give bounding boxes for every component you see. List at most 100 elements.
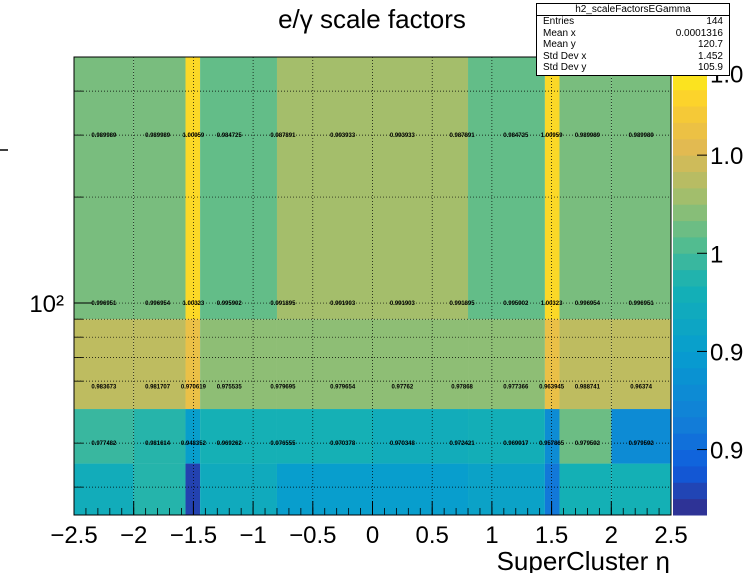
colorbar-segment [673,286,707,303]
heatmap-cell [559,57,612,320]
colorbar-segment [673,171,707,189]
colorbar-tick-label: 1.0 [710,143,743,170]
colorbar-tick-label: 0.9 [710,438,743,465]
heatmap-cell [544,319,560,410]
heatmap-cell [544,463,560,515]
cell-value-label: 0.970378 [330,441,356,447]
heatmap-cell [559,319,612,410]
stats-row-mean-x: Mean x 0.0001316 [543,27,723,39]
x-tick-label: −0.5 [289,522,336,549]
cell-value-label: 0.979592 [629,441,655,447]
cell-value-label: 0.989989 [91,133,117,139]
heatmap-cell [372,463,469,515]
x-tick-label: 1 [485,522,498,549]
stats-row-std-dev-y: Std Dev y 105.9 [543,62,723,73]
heatmap-cell [611,57,671,320]
heatmap-cell [468,57,545,320]
colorbar-segment [673,122,707,140]
colorbar-segment [673,465,707,483]
x-tick-label: 1.5 [535,522,568,549]
x-tick-label: 0 [366,522,379,549]
colorbar-segment [673,400,707,418]
heatmap-cells [74,57,671,515]
x-tick-label: −1.5 [170,522,217,549]
chart-title: e/γ scale factors [278,4,466,34]
cell-value-label: 0.976555 [270,441,296,447]
colorbar-segment [673,498,707,516]
cell-value-label: 0.97868 [451,384,473,390]
cell-value-label: 1.00959 [183,133,205,139]
heatmap-cell [133,319,186,410]
cell-value-label: 0.991903 [390,301,416,307]
colorbar-segment [673,433,707,451]
x-tick-label: 0.5 [416,522,449,549]
cell-value-label: 0.989989 [629,133,655,139]
cell-value-label: 0.991903 [330,301,356,307]
colorbar-segment [673,155,707,172]
colorbar-segment [673,253,707,271]
x-tick-label: −2 [120,522,147,549]
cell-value-label: 0.984725 [503,133,529,139]
heatmap-cell [200,409,277,464]
colorbar-segment [673,351,707,369]
cell-value-label: 0.984725 [217,133,243,139]
cell-value-label: 0.995902 [503,301,529,307]
cell-value-label: 1.00323 [541,301,563,307]
cell-value-label: 0.963945 [539,384,565,390]
cell-value-label: 0.979695 [270,384,296,390]
heatmap-cell [276,463,373,515]
heatmap-cell [559,463,612,515]
colorbar-segment [673,73,707,91]
colorbar-segment [673,384,707,401]
cell-value-label: 0.981614 [145,441,171,447]
cell-value-label: 0.948352 [181,441,207,447]
cell-value-label: 0.996954 [145,301,171,307]
cell-value-label: 1.00323 [183,301,205,307]
cell-value-label: 0.983673 [91,384,117,390]
cell-value-label: 0.975535 [217,384,243,390]
colorbar-segment [673,106,707,123]
cell-value-label: 0.991895 [450,301,476,307]
y-axis: 10² [29,90,92,488]
cell-value-label: 0.97762 [391,384,413,390]
cell-value-label: 0.957865 [539,441,565,447]
colorbar-tick-label: 0.9 [710,339,743,366]
cell-value-label: 0.996954 [575,301,601,307]
stats-box: h2_scaleFactorsEGamma Entries 144 Mean x… [536,3,730,76]
colorbar-segment [673,187,707,205]
heatmap-cell [276,409,373,464]
colorbar-tick-label: 1 [710,241,723,268]
x-tick-label: −2.5 [50,522,97,549]
heatmap-cell [559,409,612,464]
cell-value-label: 0.981707 [145,384,171,390]
colorbar-segment [673,318,707,336]
cell-value-label: 0.993933 [330,133,356,139]
y-tick-label: 10² [29,291,64,318]
heatmap-cell [544,57,560,320]
heatmap-cell [185,319,201,410]
cell-value-label: 0.970348 [390,441,416,447]
cell-value-label: 0.969917 [503,441,529,447]
stats-title: h2_scaleFactorsEGamma [537,4,729,16]
cell-value-label: 0.989989 [145,133,171,139]
heatmap-cell [611,319,671,410]
heatmap-cell [200,319,277,410]
heatmap-cell [74,409,134,464]
x-tick-label: 2.5 [654,522,687,549]
cell-value-label: 0.977482 [91,441,117,447]
heatmap-cell [200,463,277,515]
heatmap-cell [185,463,201,515]
colorbar-segment [673,220,707,238]
heatmap-cell [276,57,373,320]
heatmap-cell [133,463,186,515]
cell-value-label: 0.970619 [181,384,207,390]
cell-value-label: 0.993933 [390,133,416,139]
heatmap-cell [372,319,469,410]
colorbar-segment [673,302,707,320]
stats-row-std-dev-x: Std Dev x 1.452 [543,50,723,62]
heatmap-cell [276,319,373,410]
heatmap-cell [372,409,469,464]
cell-value-label: 0.996951 [91,301,117,307]
cell-value-label: 0.972421 [450,441,476,447]
